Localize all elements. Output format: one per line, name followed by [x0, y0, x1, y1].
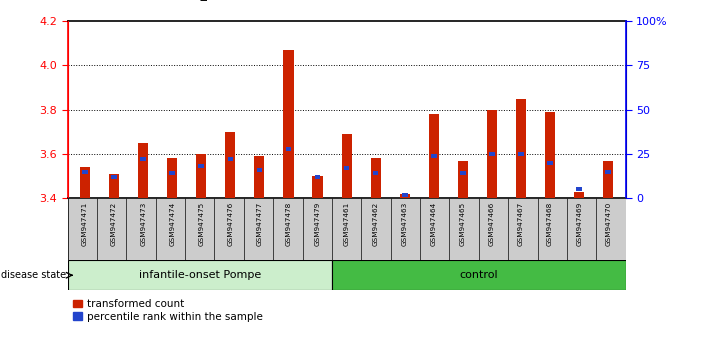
Bar [82, 170, 87, 174]
Bar [228, 157, 233, 161]
Bar [286, 147, 292, 151]
Bar [344, 166, 349, 170]
FancyBboxPatch shape [185, 198, 215, 260]
Text: infantile-onset Pompe: infantile-onset Pompe [139, 270, 261, 280]
Bar [169, 171, 175, 176]
Text: GSM947470: GSM947470 [605, 201, 611, 246]
Bar [198, 164, 204, 169]
Text: GSM947461: GSM947461 [343, 201, 350, 246]
Bar [402, 193, 407, 197]
Bar [458, 161, 468, 198]
FancyBboxPatch shape [361, 198, 390, 260]
FancyBboxPatch shape [273, 198, 303, 260]
FancyBboxPatch shape [303, 198, 332, 260]
Text: GSM947469: GSM947469 [576, 201, 582, 246]
FancyBboxPatch shape [244, 198, 273, 260]
FancyBboxPatch shape [420, 198, 449, 260]
Text: GSM947479: GSM947479 [314, 201, 321, 246]
Bar [196, 154, 206, 198]
Text: disease state: disease state [1, 270, 67, 280]
Text: GSM947462: GSM947462 [373, 201, 379, 246]
Bar [284, 50, 294, 198]
FancyBboxPatch shape [127, 198, 156, 260]
Text: GSM947478: GSM947478 [286, 201, 292, 246]
Bar [603, 161, 614, 198]
FancyBboxPatch shape [479, 198, 508, 260]
FancyBboxPatch shape [97, 198, 127, 260]
Text: GSM947475: GSM947475 [198, 201, 204, 246]
Text: GSM947473: GSM947473 [140, 201, 146, 246]
Bar [400, 194, 410, 198]
Text: GSM947467: GSM947467 [518, 201, 524, 246]
Bar [431, 154, 437, 158]
FancyBboxPatch shape [390, 198, 420, 260]
Bar [460, 171, 466, 176]
Bar [574, 192, 584, 198]
Bar [516, 99, 526, 198]
Bar [577, 187, 582, 192]
Bar [547, 161, 553, 165]
Bar [109, 174, 119, 198]
Bar [225, 132, 235, 198]
Text: GSM947466: GSM947466 [489, 201, 495, 246]
Bar [257, 168, 262, 172]
FancyBboxPatch shape [508, 198, 538, 260]
Bar [138, 143, 148, 198]
Text: GSM947477: GSM947477 [257, 201, 262, 246]
Bar [545, 112, 555, 198]
Text: GSM947465: GSM947465 [460, 201, 466, 246]
Text: GSM947464: GSM947464 [431, 201, 437, 246]
Bar [80, 167, 90, 198]
Bar [140, 157, 146, 161]
FancyBboxPatch shape [68, 260, 332, 290]
Text: GSM947474: GSM947474 [169, 201, 175, 246]
Bar [487, 110, 497, 198]
Bar [167, 159, 177, 198]
FancyBboxPatch shape [332, 198, 361, 260]
FancyBboxPatch shape [597, 198, 626, 260]
Legend: transformed count, percentile rank within the sample: transformed count, percentile rank withi… [73, 299, 263, 322]
Bar [606, 170, 611, 174]
Bar [315, 175, 321, 179]
FancyBboxPatch shape [68, 198, 626, 260]
FancyBboxPatch shape [156, 198, 185, 260]
FancyBboxPatch shape [68, 198, 97, 260]
Bar [373, 171, 378, 176]
FancyBboxPatch shape [332, 260, 626, 290]
Bar [111, 175, 117, 179]
FancyBboxPatch shape [538, 198, 567, 260]
Text: GSM947463: GSM947463 [402, 201, 407, 246]
Bar [489, 152, 495, 156]
Text: GSM947472: GSM947472 [111, 201, 117, 246]
FancyBboxPatch shape [567, 198, 597, 260]
Bar [518, 152, 524, 156]
Text: GSM947471: GSM947471 [82, 201, 88, 246]
FancyBboxPatch shape [215, 198, 244, 260]
Bar [312, 176, 323, 198]
Bar [341, 134, 352, 198]
Text: GSM947468: GSM947468 [547, 201, 553, 246]
Text: control: control [459, 270, 498, 280]
Bar [255, 156, 264, 198]
Bar [370, 159, 381, 198]
Text: GSM947476: GSM947476 [228, 201, 233, 246]
Bar [429, 114, 439, 198]
FancyBboxPatch shape [449, 198, 479, 260]
